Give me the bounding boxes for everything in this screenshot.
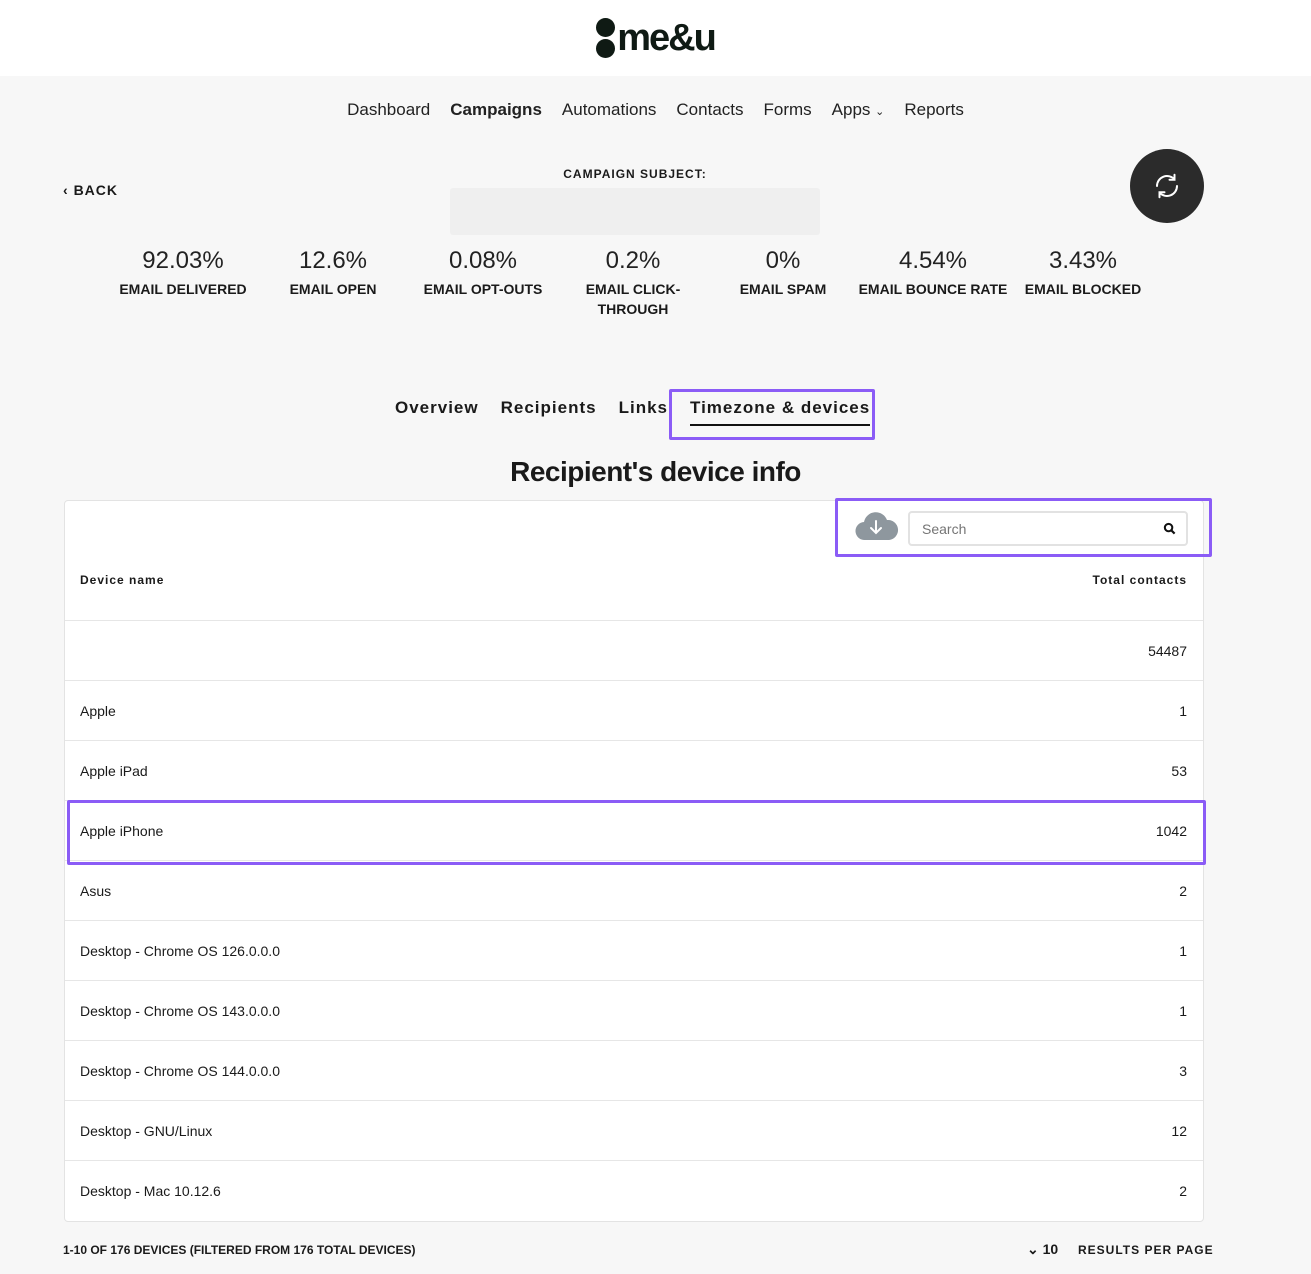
table-row: Desktop - GNU/Linux 12: [65, 1100, 1203, 1160]
tab-overview[interactable]: Overview: [395, 398, 479, 417]
nav-reports[interactable]: Reports: [904, 100, 964, 119]
table-row: Desktop - Chrome OS 143.0.0.0 1: [65, 980, 1203, 1040]
total-contacts: 54487: [1148, 642, 1187, 659]
table-row: Desktop - Chrome OS 126.0.0.0 1: [65, 920, 1203, 980]
nav-dashboard[interactable]: Dashboard: [347, 100, 431, 119]
nav-automations[interactable]: Automations: [561, 100, 657, 119]
column-total-contacts[interactable]: Total contacts: [1092, 573, 1187, 587]
search-icon[interactable]: [1163, 522, 1176, 535]
stat-blocked: 3.43% EMAIL BLOCKED: [1024, 247, 1142, 297]
logo-text: me&u: [617, 17, 717, 59]
nav-apps-label: Apps: [831, 100, 871, 119]
table-row: Apple iPad 53: [65, 740, 1203, 800]
tabs: Overview Recipients Links Timezone & dev…: [395, 398, 871, 426]
device-name: Desktop - Chrome OS 143.0.0.0: [80, 1002, 280, 1019]
device-name: Desktop - GNU/Linux: [80, 1122, 213, 1139]
total-contacts: 3: [1179, 1062, 1187, 1079]
stat-delivered: 92.03% EMAIL DELIVERED: [119, 247, 247, 297]
back-label: BACK: [73, 182, 119, 198]
total-contacts: 53: [1171, 762, 1187, 779]
header: me&u: [0, 0, 1311, 76]
total-contacts: 1: [1179, 702, 1187, 719]
stat-click-through: 0.2% EMAIL CLICK-THROUGH: [585, 247, 681, 317]
total-contacts: 2: [1179, 882, 1187, 899]
stat-bounce-rate: 4.54% EMAIL BOUNCE RATE: [858, 247, 1008, 297]
nav-forms[interactable]: Forms: [763, 100, 812, 119]
device-name: Asus: [80, 882, 112, 899]
page-title: Recipient's device info: [510, 456, 801, 487]
tab-recipients[interactable]: Recipients: [500, 398, 597, 417]
table-row: Apple 1: [65, 680, 1203, 740]
device-name: Apple iPhone: [80, 822, 164, 839]
table-row: Asus 2: [65, 860, 1203, 920]
per-page-select[interactable]: ⌄ 10: [1027, 1241, 1058, 1258]
back-button[interactable]: ‹ BACK: [63, 182, 118, 198]
nav-campaigns[interactable]: Campaigns: [450, 100, 542, 119]
logo[interactable]: me&u: [596, 17, 717, 59]
campaign-subject-value: [450, 188, 820, 235]
stat-spam: 0% EMAIL SPAM: [739, 247, 827, 297]
tab-links[interactable]: Links: [618, 398, 668, 417]
device-name: Desktop - Mac 10.12.6: [80, 1182, 221, 1199]
column-device-name[interactable]: Device name: [80, 573, 165, 587]
total-contacts: 1: [1179, 1002, 1187, 1019]
stat-opt-outs: 0.08% EMAIL OPT-OUTS: [423, 247, 543, 297]
pagination-summary: 1-10 OF 176 DEVICES (FILTERED FROM 176 T…: [63, 1243, 416, 1257]
nav-apps[interactable]: Apps ⌄: [832, 100, 885, 120]
total-contacts: 1: [1179, 942, 1187, 959]
table-row: Desktop - Chrome OS 144.0.0.0 3: [65, 1040, 1203, 1100]
total-contacts: 12: [1171, 1122, 1187, 1139]
device-name: Apple iPad: [80, 762, 148, 779]
cloud-download-icon[interactable]: [855, 510, 899, 542]
search-input[interactable]: [908, 511, 1188, 546]
highlight-row: [67, 800, 1206, 865]
chevron-down-icon: ⌄: [875, 106, 885, 118]
table-row: 54487: [65, 620, 1203, 680]
highlight-search: [835, 498, 1212, 557]
stat-open: 12.6% EMAIL OPEN: [289, 247, 377, 297]
device-name: Desktop - Chrome OS 144.0.0.0: [80, 1062, 280, 1079]
table-row: Desktop - Mac 10.12.6 2: [65, 1160, 1203, 1220]
logo-mark: [596, 18, 616, 58]
tab-timezone-devices[interactable]: Timezone & devices: [690, 398, 871, 426]
main-nav: Dashboard Campaigns Automations Contacts…: [0, 100, 1311, 120]
chevron-down-icon: ⌄: [1027, 1241, 1039, 1257]
chevron-left-icon: ‹: [63, 182, 69, 198]
device-name: Desktop - Chrome OS 126.0.0.0: [80, 942, 280, 959]
highlight-tab: [669, 389, 875, 440]
per-page-label: RESULTS PER PAGE: [1078, 1243, 1214, 1257]
per-page-value: 10: [1042, 1241, 1059, 1257]
total-contacts: 1042: [1155, 822, 1187, 839]
campaign-subject-label: CAMPAIGN SUBJECT:: [563, 167, 707, 181]
nav-contacts[interactable]: Contacts: [676, 100, 744, 119]
total-contacts: 2: [1179, 1182, 1187, 1199]
refresh-icon: [1156, 173, 1178, 199]
refresh-button[interactable]: [1130, 149, 1204, 223]
device-name: Apple: [80, 702, 116, 719]
